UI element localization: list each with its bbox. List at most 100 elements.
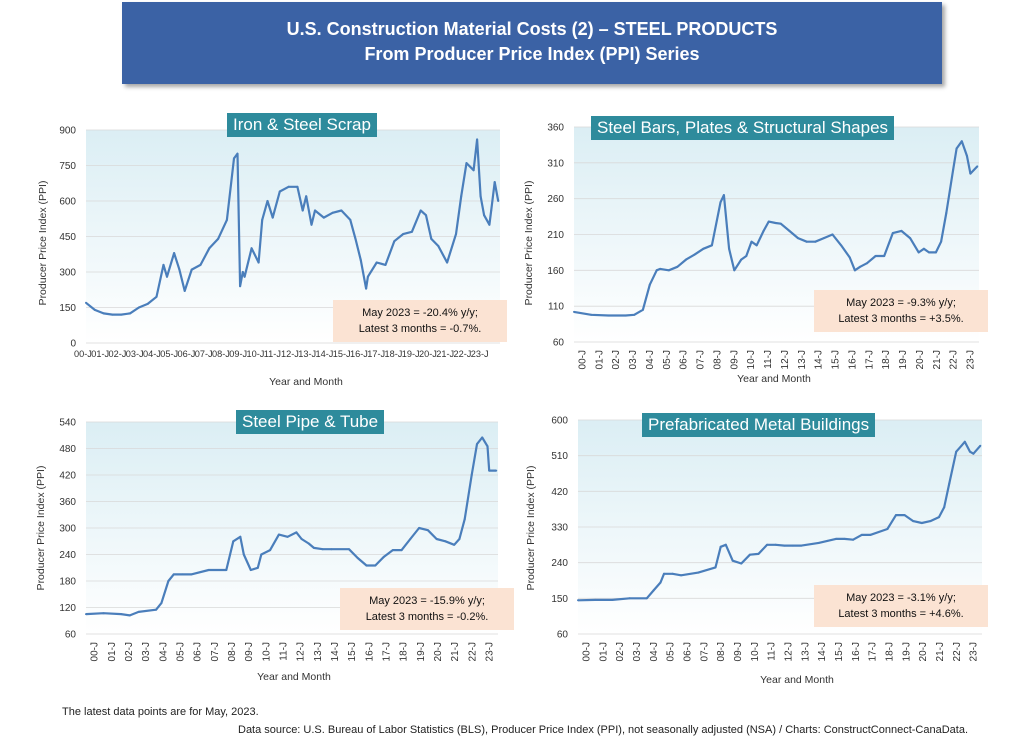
note-line-yoy: May 2023 = -9.3% y/y; — [846, 297, 956, 309]
data-point — [250, 247, 253, 250]
data-point — [242, 553, 245, 556]
data-point — [340, 209, 343, 212]
data-point — [719, 201, 722, 204]
x-tick-label: 16-J — [364, 642, 375, 661]
data-point — [685, 258, 687, 261]
data-point — [256, 566, 259, 569]
y-axis-label: Producer Price Index (PPI) — [525, 466, 537, 591]
data-point — [295, 531, 298, 534]
x-tick-label: 21-J — [935, 642, 946, 661]
data-point — [774, 222, 777, 224]
data-point — [277, 533, 280, 536]
chart-title: Steel Pipe & Tube — [236, 410, 385, 434]
data-point — [374, 564, 377, 567]
data-point — [190, 268, 193, 271]
x-tick-label: 02-J — [109, 349, 127, 359]
data-point — [476, 138, 479, 141]
data-point — [239, 535, 242, 538]
data-point — [641, 308, 644, 311]
data-point — [748, 553, 751, 556]
x-axis-label: Year and Month — [269, 376, 343, 388]
data-point — [162, 263, 165, 266]
data-point — [633, 313, 636, 316]
y-tick-label: 180 — [59, 577, 76, 588]
data-point — [979, 444, 982, 447]
chart-title: Prefabricated Metal Buildings — [642, 413, 876, 437]
x-tick-label: 09-J — [733, 642, 744, 661]
data-point — [354, 237, 357, 240]
data-point — [859, 265, 862, 268]
x-axis-label: Year and Month — [257, 671, 331, 683]
data-point — [490, 209, 493, 212]
footer-source: Data source: U.S. Bureau of Labor Statis… — [238, 724, 968, 736]
x-tick-label: 17-J — [381, 642, 392, 661]
y-tick-label: 300 — [59, 524, 76, 535]
data-point — [917, 251, 920, 254]
x-tick-label: 16-J — [847, 350, 858, 369]
x-tick-label: 02-J — [611, 350, 622, 369]
data-point — [349, 218, 352, 221]
data-point — [817, 541, 820, 544]
data-point — [400, 549, 403, 552]
data-point — [239, 285, 242, 288]
x-tick-label: 03-J — [632, 642, 643, 661]
chart-note: May 2023 = -15.9% y/y; Latest 3 months =… — [340, 588, 514, 630]
x-tick-label: 19-J — [402, 349, 420, 359]
data-point — [384, 263, 387, 266]
x-tick-label: 12-J — [281, 349, 299, 359]
data-point — [874, 255, 877, 257]
x-tick-label: 19-J — [898, 350, 909, 369]
x-tick-label: 06-J — [193, 642, 204, 661]
x-tick-label: 03-J — [126, 349, 144, 359]
data-point — [900, 229, 903, 232]
data-point — [393, 240, 396, 243]
x-tick-label: 03-J — [141, 642, 152, 661]
y-tick-label: 110 — [548, 302, 564, 313]
x-tick-label: 14-J — [814, 350, 825, 369]
y-tick-label: 360 — [59, 497, 76, 508]
data-point — [111, 313, 114, 316]
data-point — [470, 474, 473, 476]
data-point — [745, 255, 748, 257]
chart-title: Iron & Steel Scrap — [227, 113, 377, 137]
y-tick-label: 60 — [553, 338, 565, 349]
data-point — [85, 301, 87, 304]
data-point — [645, 597, 648, 600]
data-point — [676, 265, 679, 268]
data-point — [249, 569, 252, 571]
data-point — [425, 214, 427, 217]
x-tick-label: 22-J — [454, 349, 472, 359]
x-tick-label: 04-J — [158, 642, 169, 661]
data-point — [667, 269, 670, 272]
y-tick-label: 480 — [59, 444, 76, 455]
data-point — [800, 544, 803, 547]
data-point — [740, 562, 743, 565]
data-point — [312, 546, 315, 549]
data-point — [663, 572, 665, 575]
data-point — [766, 543, 769, 546]
data-point — [814, 240, 817, 243]
data-point — [435, 538, 438, 540]
x-tick-label: 17-J — [864, 350, 875, 369]
data-point — [444, 540, 447, 543]
data-point — [834, 537, 837, 540]
x-tick-label: 19-J — [901, 642, 912, 661]
y-axis-label: Producer Price Index (PPI) — [37, 181, 49, 306]
data-point — [465, 162, 468, 165]
y-tick-label: 160 — [547, 266, 564, 277]
x-tick-label: 02-J — [124, 642, 135, 661]
x-tick-label: 20-J — [419, 349, 437, 359]
data-point — [767, 220, 770, 223]
x-tick-label: 12-J — [780, 350, 791, 369]
y-tick-label: 330 — [551, 523, 568, 534]
y-tick-label: 310 — [547, 158, 564, 169]
data-point — [183, 289, 186, 292]
x-tick-label: 15-J — [831, 350, 842, 369]
y-tick-label: 60 — [65, 630, 77, 641]
data-point — [120, 313, 123, 316]
data-point — [93, 308, 96, 311]
data-point — [307, 542, 310, 545]
note-line-yoy: May 2023 = -15.9% y/y; — [369, 595, 485, 607]
x-tick-label: 15-J — [333, 349, 351, 359]
data-point — [976, 165, 979, 168]
